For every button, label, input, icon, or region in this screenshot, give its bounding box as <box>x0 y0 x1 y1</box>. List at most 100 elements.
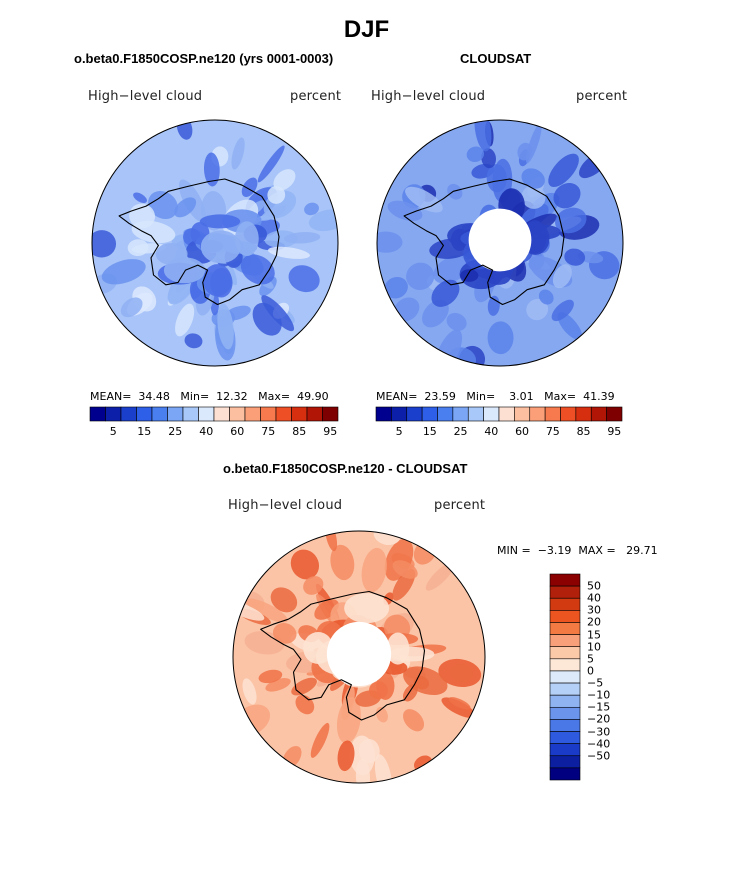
colorbar-tick-label: 15 <box>422 425 437 438</box>
panel1-max: 49.90 <box>297 390 329 403</box>
map-contour-patch <box>330 544 355 581</box>
colorbar-box <box>529 406 546 422</box>
colorbar-box <box>549 731 581 744</box>
colorbar-box <box>549 597 581 611</box>
colorbar-tick-label: 75 <box>261 425 276 438</box>
panel1-colorbar-ticks: 5 15 25 40 60 75 85 95 <box>90 425 338 439</box>
map-contour-patch <box>355 758 370 783</box>
map-field <box>233 531 485 783</box>
map-contour-patch <box>258 669 283 684</box>
map-boundary <box>232 530 486 784</box>
colorbar-tick-label: −10 <box>587 688 611 702</box>
colorbar-box <box>498 406 515 422</box>
colorbar-box <box>452 406 469 422</box>
panel2-colorbar-ticks: 5 15 25 40 60 75 85 95 <box>376 425 622 439</box>
map-contour-patch <box>303 576 324 595</box>
colorbar-box <box>549 585 581 599</box>
colorbar-box <box>437 406 454 422</box>
missing-data-hole <box>468 208 532 272</box>
colorbar-tick-label: 5 <box>395 425 403 438</box>
map-contour-patch <box>257 145 285 183</box>
panel1-polar-map <box>91 119 339 367</box>
colorbar-box <box>575 406 592 422</box>
map-contour-patch <box>235 221 259 257</box>
colorbar-tick-label: −20 <box>587 712 611 726</box>
map-contour-patch <box>361 547 387 593</box>
map-contour-patch <box>290 549 320 580</box>
colorbar-box <box>105 406 122 422</box>
map-contour-patch <box>231 137 245 170</box>
colorbar-box <box>549 658 581 672</box>
panel2-stats: MEAN= 23.59 Min= 3.01 Max= 41.39 <box>376 390 615 403</box>
map-contour-patch <box>337 740 355 772</box>
colorbar-box <box>549 670 581 684</box>
map-contour-patch <box>538 289 554 305</box>
colorbar-box <box>544 406 561 422</box>
map-contour-patch <box>288 265 320 293</box>
colorbar-tick-label: 95 <box>607 425 622 438</box>
colorbar-tick-label: 20 <box>587 615 601 629</box>
diff-minmax: MIN = −3.19 MAX = 29.71 <box>497 544 658 557</box>
map-contour-patch <box>240 254 275 285</box>
panel2-mean: 23.59 <box>424 390 456 403</box>
diff-colorbar <box>549 573 581 781</box>
panel1-subtitle: o.beta0.F1850COSP.ne120 (yrs 0001-0003) <box>74 51 334 66</box>
colorbar-box <box>421 406 438 422</box>
colorbar-tick-label: 25 <box>168 425 183 438</box>
panel1-min: 12.32 <box>216 390 248 403</box>
map-contour-patch <box>325 531 338 552</box>
map-contour-patch <box>199 214 241 229</box>
map-contour-patch <box>133 192 147 203</box>
colorbar-box <box>549 767 581 781</box>
map-contour-patch <box>200 230 241 264</box>
panel2-colorbar <box>375 406 623 422</box>
panel2-polar-map <box>376 119 624 367</box>
map-contour-patch <box>272 623 297 644</box>
diff-units-label: percent <box>434 498 486 513</box>
colorbar-tick-label: 5 <box>587 652 594 666</box>
map-contour-patch <box>148 190 178 220</box>
colorbar-box <box>560 406 577 422</box>
colorbar-tick-label: 40 <box>587 591 601 605</box>
panel2-units-label: percent <box>576 89 628 104</box>
map-contour-patch <box>184 333 203 349</box>
map-contour-patch <box>175 303 195 337</box>
colorbar-box <box>406 406 423 422</box>
colorbar-tick-label: 25 <box>453 425 468 438</box>
map-contour-patch <box>425 562 455 591</box>
colorbar-box <box>606 406 623 422</box>
map-contour-patch <box>548 153 579 187</box>
panel2-subtitle: CLOUDSAT <box>460 51 532 66</box>
map-contour-patch <box>521 168 545 189</box>
diff-max: 29.71 <box>626 544 658 557</box>
map-contour-patch <box>449 664 473 682</box>
map-contour-patch <box>336 697 361 744</box>
map-contour-patch <box>551 299 574 322</box>
map-contour-patch <box>217 303 234 350</box>
colorbar-tick-label: 0 <box>587 664 594 678</box>
colorbar-box <box>182 406 199 422</box>
colorbar-box <box>549 622 581 635</box>
colorbar-tick-label: 85 <box>576 425 591 438</box>
panel1-variable-label: High−level cloud <box>88 89 203 104</box>
map-contour-patch <box>344 593 390 624</box>
map-contour-patch <box>474 120 492 152</box>
diff-variable-label: High−level cloud <box>228 498 343 513</box>
map-contour-patch <box>358 738 380 764</box>
map-contour-patch <box>553 182 581 209</box>
map-contour-patch <box>386 632 410 665</box>
colorbar-box <box>549 573 581 587</box>
colorbar-box <box>590 406 607 422</box>
colorbar-box <box>167 406 184 422</box>
map-field <box>377 120 623 366</box>
colorbar-tick-label: −40 <box>587 737 611 751</box>
map-contour-patch <box>406 262 435 291</box>
colorbar-tick-label: −30 <box>587 725 611 739</box>
panel1-colorbar <box>89 406 339 422</box>
map-contour-patch <box>552 264 572 289</box>
figure-title: DJF <box>343 16 390 43</box>
diff-colorbar-labels: 50 40 30 20 15 10 5 0 −5 −10 −15 −20 −30 −40 −50 <box>587 574 647 780</box>
map-contour-patch <box>384 276 408 299</box>
colorbar-box <box>275 406 292 422</box>
map-contour-patch <box>431 279 460 307</box>
